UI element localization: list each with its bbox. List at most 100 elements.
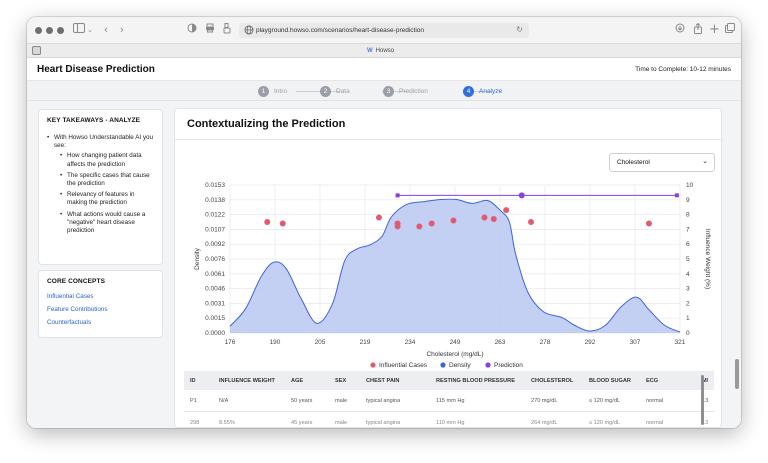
step-number: 1 xyxy=(258,85,269,97)
step-connector xyxy=(296,91,340,92)
cell-sex: male xyxy=(335,420,348,426)
takeaways-title: KEY TAKEAWAYS - ANALYZE xyxy=(47,117,141,124)
y-axis-label: Density xyxy=(194,247,201,269)
x-tick-label: 292 xyxy=(585,339,596,346)
table-scrollbar[interactable] xyxy=(701,371,705,428)
influential-case-point xyxy=(279,220,286,227)
downloads-icon[interactable] xyxy=(675,23,685,37)
active-tab[interactable]: W Howso xyxy=(367,46,394,56)
y2-tick-label: 7 xyxy=(686,226,690,233)
x-tick-label: 249 xyxy=(450,339,461,346)
cell-blood-sugar: ≤ 120 mg/dL xyxy=(589,420,621,426)
influential-case-point xyxy=(450,217,457,224)
cell-cholesterol: 264 mg/dL xyxy=(531,420,558,426)
influential-case-point xyxy=(264,219,271,225)
legend-prediction-label: Prediction xyxy=(494,362,523,369)
y-tick-label: 0.0000 xyxy=(205,330,225,337)
address-bar[interactable]: playground.howso.com/scenarios/heart-dis… xyxy=(239,23,529,38)
progress-stepper: 1 Intro 2 Data 3 Prediction 4 Analyze xyxy=(27,81,741,101)
step-data[interactable]: 2 Data xyxy=(320,85,350,97)
share-icon[interactable] xyxy=(693,22,703,37)
concept-link-influential-cases[interactable]: Influential Cases xyxy=(47,293,94,300)
cell-resting-blood-pressure: 110 mm Hg xyxy=(436,420,465,426)
y-tick-label: 0.0061 xyxy=(205,271,225,278)
legend-influential-cases-label: Influential Cases xyxy=(379,362,428,369)
column-header-max-heart-rate[interactable]: M/ xyxy=(702,378,709,384)
column-header-sex[interactable]: SEX xyxy=(335,378,347,384)
new-tab-icon[interactable]: + xyxy=(709,22,720,37)
cell-id: 298 xyxy=(190,420,200,426)
privacy-shield-icon[interactable] xyxy=(187,23,197,37)
extension-icon[interactable] xyxy=(223,23,231,37)
y-tick-label: 0.0015 xyxy=(205,315,225,322)
prediction-point xyxy=(518,192,525,199)
back-icon[interactable]: ‹ xyxy=(103,23,109,36)
reload-icon[interactable]: ↻ xyxy=(516,25,523,34)
y2-tick-label: 1 xyxy=(686,315,690,322)
page-scrollbar-thumb[interactable] xyxy=(735,359,739,389)
zoom-window-dot[interactable] xyxy=(57,27,64,34)
table-row[interactable]: P1 N/A 50 years male typical angina 115 … xyxy=(184,390,714,412)
y2-tick-label: 3 xyxy=(686,286,690,293)
prediction-range-end xyxy=(674,193,679,198)
print-icon[interactable] xyxy=(205,23,215,37)
app-header: Heart Disease Prediction Time to Complet… xyxy=(27,58,741,81)
forward-icon[interactable]: › xyxy=(119,23,125,36)
feature-select[interactable]: Cholesterol ⌄ xyxy=(609,153,715,172)
y-tick-label: 0.0046 xyxy=(205,286,225,293)
concept-link-feature-contributions[interactable]: Feature Contributions xyxy=(47,306,108,313)
tab-sidebar-icon[interactable] xyxy=(32,46,41,55)
howso-logo-icon: W xyxy=(367,48,373,54)
step-prediction[interactable]: 3 Prediction xyxy=(383,85,428,97)
column-header-resting-blood-pressure[interactable]: RESTING BLOOD PRESSURE xyxy=(436,378,515,384)
takeaway-item: The specific cases that cause the predic… xyxy=(60,172,154,188)
column-header-blood-sugar[interactable]: BLOOD SUGAR xyxy=(589,378,631,384)
table-header: ID INFLUENCE WEIGHT AGE SEX CHEST PAIN R… xyxy=(184,371,714,390)
x-tick-label: 205 xyxy=(315,339,326,346)
density-line xyxy=(229,198,681,333)
cell-resting-blood-pressure: 115 mm Hg xyxy=(436,398,465,404)
content-card: Contextualizing the Prediction Cholester… xyxy=(174,108,723,428)
column-header-chest-pain[interactable]: CHEST PAIN xyxy=(366,378,400,384)
y2-tick-label: 2 xyxy=(686,300,690,307)
page-title: Heart Disease Prediction xyxy=(37,64,155,75)
x-tick-label: 321 xyxy=(675,339,686,346)
influential-case-point xyxy=(394,223,401,230)
y-tick-label: 0.0031 xyxy=(205,300,225,307)
step-label: Prediction xyxy=(399,87,428,95)
sidebar-toggle-icon[interactable] xyxy=(73,23,85,37)
column-header-cholesterol[interactable]: CHOLESTEROL xyxy=(531,378,574,384)
url-text: playground.howso.com/scenarios/heart-dis… xyxy=(256,27,425,34)
column-header-id[interactable]: ID xyxy=(190,378,196,384)
influential-case-point xyxy=(416,223,423,230)
column-header-influence-weight[interactable]: INFLUENCE WEIGHT xyxy=(219,378,275,384)
tab-overview-icon[interactable] xyxy=(725,23,735,37)
x-tick-label: 234 xyxy=(405,339,416,346)
column-header-ecg[interactable]: ECG xyxy=(646,378,659,384)
chevron-down-icon[interactable]: ⌄ xyxy=(87,26,93,34)
column-header-age[interactable]: AGE xyxy=(291,378,304,384)
prediction-range-start xyxy=(395,193,400,198)
close-window-dot[interactable] xyxy=(35,27,42,34)
step-analyze[interactable]: 4 Analyze xyxy=(463,85,502,97)
table-scrollbar-thumb[interactable] xyxy=(701,375,704,425)
feature-select-value: Cholesterol xyxy=(617,159,650,166)
site-info-icon xyxy=(244,25,254,35)
density-area xyxy=(230,199,680,333)
takeaway-item: How changing patient data affects the pr… xyxy=(60,152,154,168)
cell-chest-pain: typical angina xyxy=(366,398,401,404)
x-tick-label: 219 xyxy=(360,339,371,346)
step-label: Intro xyxy=(274,87,288,95)
minimize-window-dot[interactable] xyxy=(46,27,53,34)
concepts-title: CORE CONCEPTS xyxy=(47,278,106,285)
concept-link-counterfactuals[interactable]: Counterfactuals xyxy=(47,319,92,326)
browser-toolbar: ⌄ ‹ › playground.howso.com/scenarios/hea… xyxy=(27,17,741,44)
step-intro[interactable]: 1 Intro xyxy=(258,85,287,97)
content-title: Contextualizing the Prediction xyxy=(187,118,346,130)
y-tick-label: 0.0076 xyxy=(205,256,225,263)
takeaways-sublist: How changing patient data affects the pr… xyxy=(54,152,154,235)
key-takeaways-card: KEY TAKEAWAYS - ANALYZE With Howso Under… xyxy=(38,109,163,265)
influential-case-point xyxy=(375,214,382,221)
legend-density-label: Density xyxy=(449,362,471,369)
table-row[interactable]: 298 8.55% 45 years male typical angina 1… xyxy=(184,412,714,428)
